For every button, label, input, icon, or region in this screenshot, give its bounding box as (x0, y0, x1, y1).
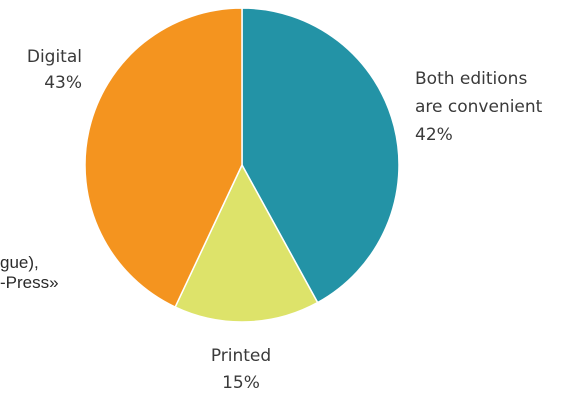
slice-label-digital-line-2: 43% (44, 73, 82, 93)
clipped-note-line-1: gue), (0, 253, 39, 272)
slice-label-printed-line-1: Printed (211, 346, 271, 366)
slice-label-both-editions-are-convenient-line-3: 42% (415, 125, 453, 145)
pie-slices (84, 7, 400, 323)
slice-labels: Both editions are convenient 42% Printed 15%… (27, 47, 543, 393)
slice-label-digital-line-1: Digital (27, 47, 82, 67)
slice-label-both-editions-are-convenient-line-2: are convenient (415, 97, 543, 117)
pie-slice-both-editions-are-convenient (241, 7, 400, 304)
clipped-note-line-2: -Press» (0, 273, 59, 292)
pie-slice-digital (84, 7, 243, 309)
clipped-side-note: gue), -Press» (0, 253, 59, 292)
pie-slice-printed (174, 163, 319, 323)
slice-label-both-editions-are-convenient-line-1: Both editions (415, 69, 527, 89)
slice-label-printed-line-2: 15% (222, 373, 260, 393)
